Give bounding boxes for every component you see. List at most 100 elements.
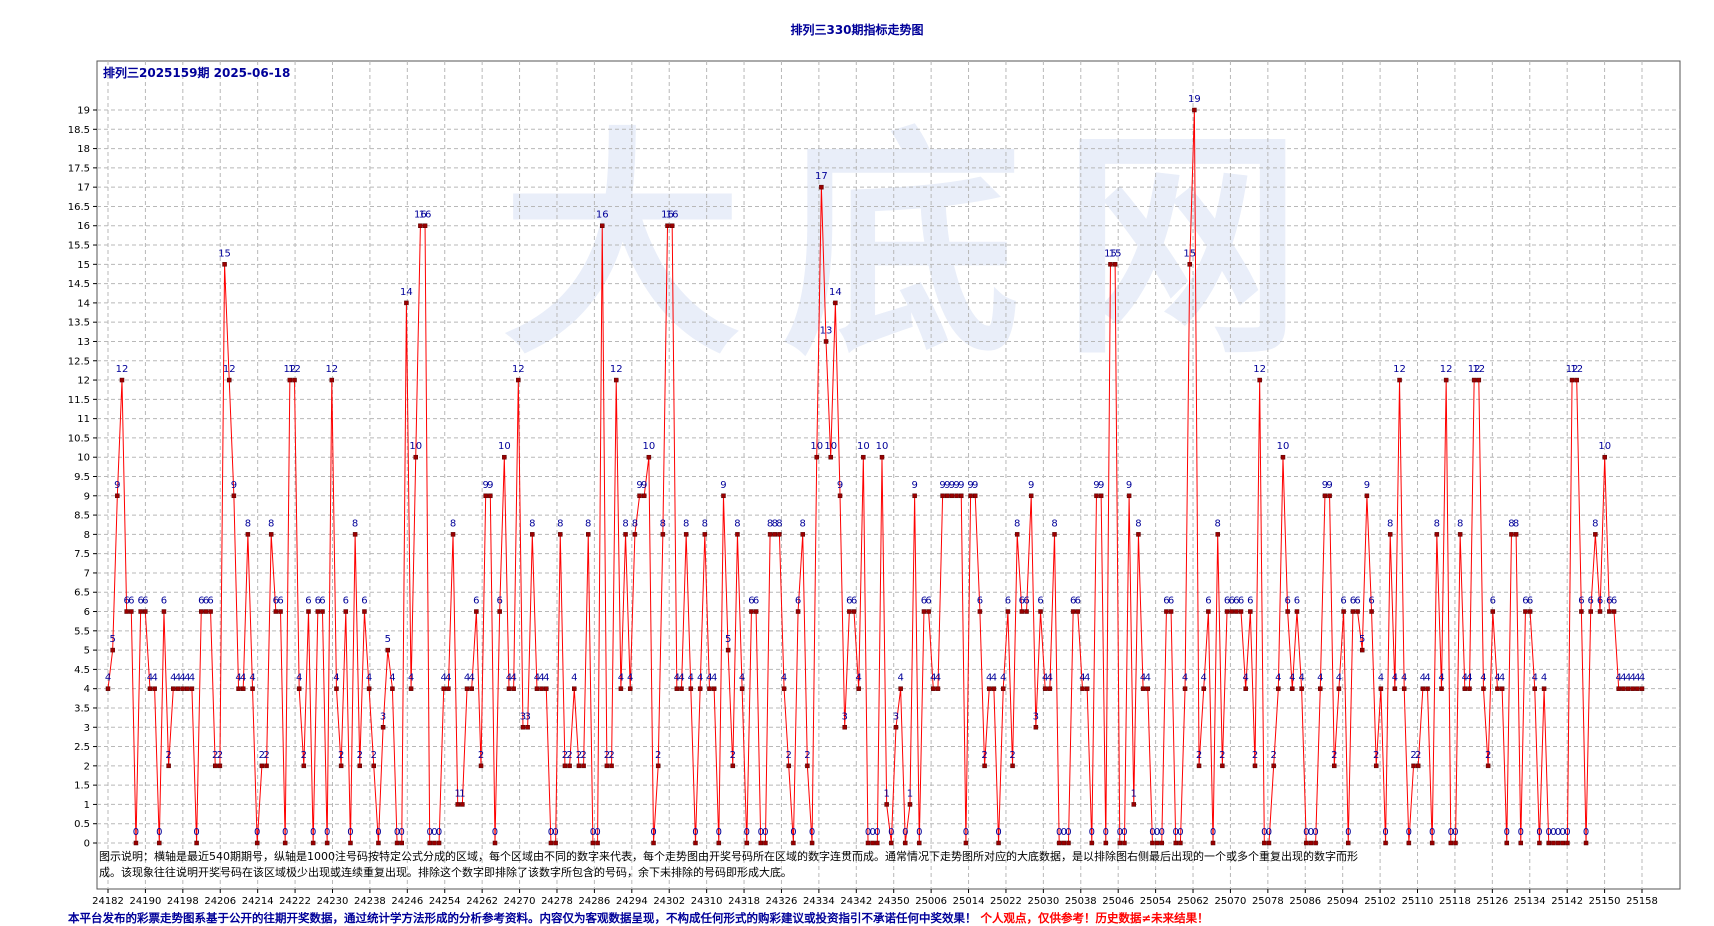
data-point: [488, 493, 493, 499]
data-label: 0: [1345, 827, 1351, 838]
data-label: 0: [1154, 827, 1160, 838]
data-point: [1476, 377, 1482, 383]
data-label: 6: [1229, 596, 1235, 607]
data-label: 4: [986, 673, 992, 684]
data-label: 9: [1098, 480, 1104, 491]
data-point: [217, 763, 223, 769]
data-label: 3: [380, 711, 386, 722]
data-label: 6: [851, 596, 857, 607]
data-point: [366, 686, 372, 691]
data-point: [254, 840, 260, 846]
data-point: [972, 493, 978, 499]
data-point: [963, 840, 969, 846]
data-point: [203, 609, 209, 614]
data-label: 6: [1606, 596, 1612, 607]
data-point: [1094, 493, 1099, 499]
data-label: 2: [1331, 750, 1337, 761]
data-point: [1373, 763, 1379, 769]
data-point: [931, 686, 936, 691]
data-label: 9: [114, 480, 120, 491]
x-tick-label: 25030: [1027, 896, 1059, 907]
data-point: [189, 686, 195, 691]
data-point: [1318, 686, 1323, 691]
data-point: [324, 840, 330, 846]
data-point: [1234, 609, 1239, 614]
data-point: [721, 493, 726, 499]
data-label: 9: [641, 480, 647, 491]
data-point: [646, 454, 652, 460]
data-point: [1635, 686, 1640, 691]
data-point: [413, 454, 418, 460]
data-label: 6: [925, 596, 931, 607]
data-point: [660, 532, 666, 537]
data-label: 6: [343, 596, 349, 607]
data-label: 0: [869, 827, 875, 838]
data-label: 0: [995, 827, 1001, 838]
data-label: 4: [184, 673, 190, 684]
data-label: 0: [552, 827, 558, 838]
data-point: [1224, 609, 1230, 614]
data-point: [595, 840, 600, 846]
data-label: 4: [1000, 673, 1006, 684]
data-point: [1467, 686, 1472, 691]
data-point: [1378, 686, 1384, 691]
data-label: 2: [604, 750, 610, 761]
x-tick-label: 25078: [1252, 896, 1284, 907]
data-label: 0: [133, 827, 139, 838]
data-point: [996, 840, 1001, 846]
data-label: 4: [249, 673, 255, 684]
data-label: 0: [1536, 827, 1542, 838]
data-point: [1448, 840, 1454, 846]
data-label: 9: [837, 480, 843, 491]
y-tick-label: 8.5: [74, 511, 90, 522]
data-point: [707, 686, 712, 691]
data-label: 4: [1424, 673, 1430, 684]
data-point: [772, 532, 778, 537]
data-point: [1290, 686, 1295, 691]
data-point: [1252, 763, 1258, 769]
data-point: [693, 840, 698, 846]
data-label: 0: [427, 827, 433, 838]
data-point: [212, 763, 218, 769]
data-point: [175, 686, 181, 691]
data-point: [1042, 686, 1048, 691]
data-point: [940, 493, 945, 499]
data-point: [1201, 686, 1206, 691]
x-tick-label: 25126: [1476, 896, 1508, 907]
data-label: 9: [482, 480, 488, 491]
data-point: [1154, 840, 1160, 846]
x-tick-label: 25118: [1439, 896, 1471, 907]
data-point: [338, 763, 344, 769]
data-label: 0: [790, 827, 796, 838]
data-label: 8: [268, 518, 274, 529]
data-label: 16: [661, 210, 674, 221]
description-line-2: 成。该现象往往说明开奖号码在该区域极少出现或连续重复出现。排除这个数字即排除了该…: [99, 866, 792, 879]
data-label: 10: [642, 441, 655, 452]
data-label: 6: [305, 596, 311, 607]
data-label: 10: [810, 441, 823, 452]
data-point: [777, 532, 782, 537]
x-tick-label: 25046: [1102, 896, 1134, 907]
data-label: 12: [223, 364, 236, 375]
data-point: [1033, 725, 1039, 730]
data-label: 4: [1298, 673, 1304, 684]
data-point: [585, 532, 591, 537]
y-tick-label: 3.5: [74, 703, 90, 714]
y-tick-label: 2: [84, 761, 90, 772]
data-label: 6: [1490, 596, 1496, 607]
data-label: 4: [1392, 673, 1398, 684]
data-label: 6: [203, 596, 209, 607]
data-point: [544, 686, 549, 691]
data-label: 12: [325, 364, 338, 375]
data-label: 4: [179, 673, 185, 684]
data-label: 5: [1359, 634, 1365, 645]
data-label: 6: [1233, 596, 1239, 607]
data-point: [534, 686, 540, 691]
data-point: [1485, 763, 1491, 769]
data-label: 2: [1219, 750, 1225, 761]
data-label: 3: [524, 711, 530, 722]
data-point: [1392, 686, 1398, 691]
data-label: 6: [1037, 596, 1043, 607]
data-label: 6: [361, 596, 367, 607]
data-label: 6: [1247, 596, 1253, 607]
